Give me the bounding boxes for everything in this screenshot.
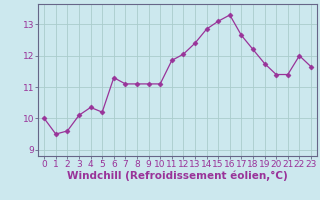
X-axis label: Windchill (Refroidissement éolien,°C): Windchill (Refroidissement éolien,°C)	[67, 171, 288, 181]
